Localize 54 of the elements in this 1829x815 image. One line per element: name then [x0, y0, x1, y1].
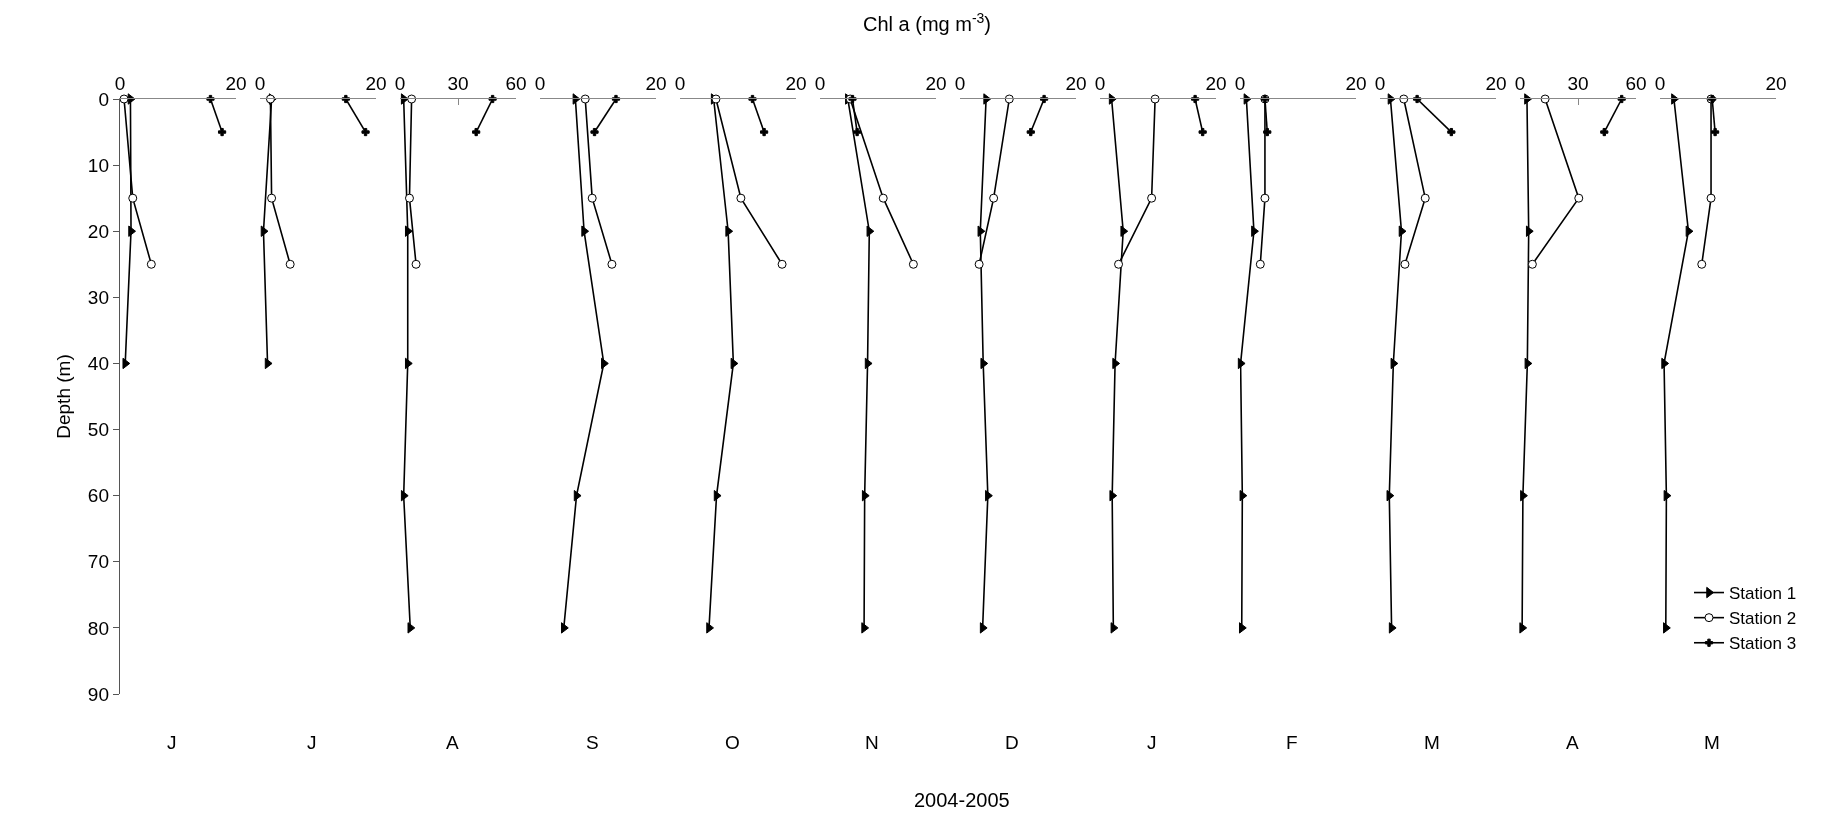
x-tick-label: 60 — [505, 73, 527, 95]
x-tick-label: 20 — [925, 73, 947, 95]
x-tick-label: 30 — [447, 73, 469, 95]
x-tick-label: 0 — [114, 73, 126, 95]
x-axis-title: J — [167, 732, 177, 753]
legend-label: Station 3 — [1729, 634, 1797, 654]
x-tick-label: 0 — [1374, 73, 1386, 95]
x-tick-label: 20 — [1485, 73, 1507, 95]
x-tick-label: 20 — [225, 73, 247, 95]
legend-label: Station 2 — [1729, 609, 1797, 629]
x-axis-title: J — [307, 732, 317, 753]
x-tick-label: 20 — [1765, 73, 1787, 95]
x-axis-title: A — [1566, 732, 1579, 753]
y-tick-label: 50 — [87, 419, 109, 441]
y-axis-title: Depth (m) — [52, 354, 74, 439]
x-axis-title: O — [725, 732, 740, 753]
x-axis-title: D — [1005, 732, 1019, 753]
x-tick-label: 20 — [1345, 73, 1367, 95]
x-tick-label: 0 — [814, 73, 826, 95]
y-tick-label: 40 — [87, 353, 109, 375]
y-tick-label: 10 — [87, 154, 109, 176]
chart-title: Chl a (mg m$^{-3}$) — [863, 10, 992, 36]
y-tick-label: 60 — [87, 485, 109, 507]
text: 2004-2005 — [914, 789, 1010, 811]
y-tick-label: 70 — [87, 551, 109, 573]
y-tick-label: 0 — [98, 88, 109, 110]
x-tick-label: 30 — [1567, 73, 1589, 95]
x-axis-title: M — [1704, 732, 1720, 753]
x-tick-label: 0 — [254, 73, 266, 95]
x-tick-label: 20 — [1065, 73, 1087, 95]
x-axis-title: S — [586, 732, 599, 753]
x-axis-title: N — [865, 732, 879, 753]
x-tick-label: 20 — [1205, 73, 1227, 95]
x-tick-label: 20 — [365, 73, 387, 95]
x-tick-label: 0 — [1654, 73, 1666, 95]
x-tick-label: 20 — [785, 73, 807, 95]
y-tick-label: 80 — [87, 617, 109, 639]
y-tick-label: 30 — [87, 286, 109, 308]
x-tick-label: 0 — [954, 73, 966, 95]
x-tick-label: 0 — [674, 73, 686, 95]
x-tick-label: 0 — [1234, 73, 1246, 95]
x-tick-label: 60 — [1625, 73, 1647, 95]
legend-label: Station 1 — [1729, 584, 1797, 604]
x-tick-label: 0 — [1094, 73, 1106, 95]
x-axis-title: F — [1286, 732, 1298, 753]
x-tick-label: 0 — [394, 73, 406, 95]
x-tick-label: 0 — [1514, 73, 1526, 95]
x-axis-title: A — [446, 732, 459, 753]
x-axis-title: M — [1424, 732, 1440, 753]
x-tick-label: 0 — [534, 73, 546, 95]
x-axis-title: J — [1147, 732, 1157, 753]
x-tick-label: 20 — [645, 73, 667, 95]
y-tick-label: 20 — [87, 220, 109, 242]
y-tick-label: 90 — [87, 683, 109, 705]
